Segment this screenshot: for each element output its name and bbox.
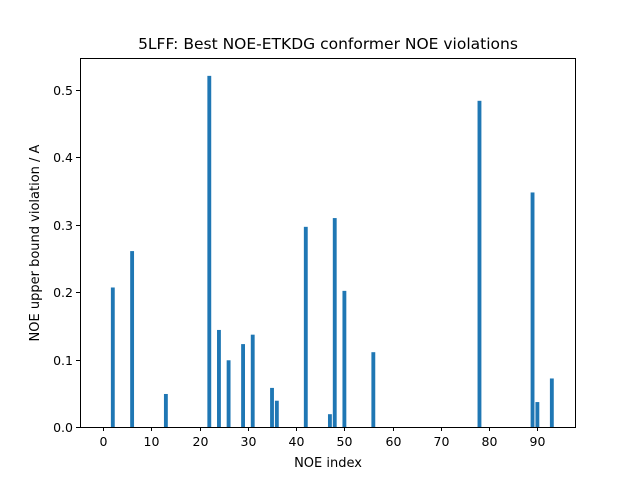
- y-tick-label: 0.3: [53, 218, 73, 233]
- bar-noe-47: [327, 414, 332, 427]
- bar-noe-42: [303, 226, 308, 427]
- x-tick-label: 20: [193, 434, 209, 449]
- plot-frame: [80, 58, 576, 428]
- x-tick-label: 70: [434, 434, 450, 449]
- bar-noe-29: [241, 344, 245, 427]
- bar-noe-78: [477, 100, 482, 428]
- bar-noe-26: [226, 360, 231, 427]
- bar-noe-31: [250, 334, 255, 427]
- bar-noe-93: [549, 378, 554, 427]
- bar-noe-22: [207, 75, 212, 428]
- bar-noe-13: [163, 393, 168, 427]
- chart-title: 5LFF: Best NOE-ETKDG conformer NOE viola…: [138, 35, 518, 53]
- bar-noe-48: [332, 218, 337, 427]
- x-axis-label: NOE index: [294, 456, 362, 471]
- x-tick-label: 10: [144, 434, 160, 449]
- y-tick-label: 0.2: [53, 285, 73, 300]
- bar-noe-2: [110, 287, 115, 427]
- bar-noe-24: [217, 329, 221, 427]
- bar-noe-56: [371, 352, 376, 427]
- bar-noe-36: [274, 400, 279, 427]
- x-tick-label: 90: [530, 434, 546, 449]
- bars-group: [110, 75, 554, 428]
- y-tick-label: 0.5: [53, 83, 73, 98]
- y-axis-label: NOE upper bound violation / A: [28, 144, 43, 341]
- x-tick-label: 30: [241, 434, 257, 449]
- y-tick-label: 0.1: [53, 353, 73, 368]
- x-tick-label: 0: [100, 434, 108, 449]
- bar-noe-50: [342, 290, 347, 427]
- y-tick-label: 0.0: [53, 420, 73, 435]
- x-tick-label: 60: [386, 434, 402, 449]
- y-tick-label: 0.4: [53, 150, 73, 165]
- bar-noe-90: [535, 402, 540, 427]
- y-axis-ticks: 0.0 0.1 0.2 0.3 0.4 0.5: [53, 83, 80, 435]
- bar-noe-6: [130, 251, 135, 427]
- x-axis-ticks: 0 10 20 30 40 50 60 70 80 90: [100, 427, 546, 449]
- bar-noe-89: [530, 192, 535, 427]
- x-tick-label: 40: [289, 434, 305, 449]
- x-tick-label: 50: [337, 434, 353, 449]
- bar-noe-35: [270, 387, 274, 427]
- x-tick-label: 80: [482, 434, 498, 449]
